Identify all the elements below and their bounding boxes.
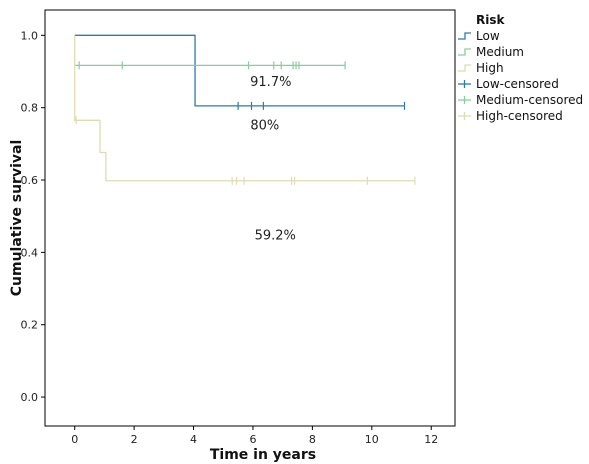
legend-label: Medium: [476, 45, 524, 59]
legend-label: High-censored: [476, 109, 563, 123]
x-tick-label: 4: [190, 433, 197, 446]
y-axis-title: Cumulative survival: [9, 140, 25, 297]
y-tick-label: 0.4: [21, 246, 39, 259]
legend-title: Risk: [476, 13, 505, 27]
percent-annotation: 80%: [250, 118, 279, 133]
y-tick-label: 0.8: [21, 102, 39, 115]
legend-label: Medium-censored: [476, 93, 583, 107]
legend-glyph-step: [458, 48, 471, 56]
plot-area: [44, 9, 456, 427]
x-tick-label: 0: [71, 433, 78, 446]
y-tick-label: 0.2: [21, 319, 39, 332]
percent-annotation: 91.7%: [250, 75, 291, 90]
x-tick-label: 6: [249, 433, 256, 446]
legend: Risk Low Medium High Low-censored Medium-cen…: [458, 13, 583, 123]
legend-glyph-step: [458, 32, 471, 40]
legend-glyph-step: [458, 64, 471, 72]
x-tick-label: 12: [424, 433, 438, 446]
legend-label: High: [476, 61, 504, 75]
legend-label: Low-censored: [476, 77, 559, 91]
y-axis: 0.0 0.2 0.4 0.6 0.8 1.0: [21, 29, 45, 404]
legend-label: Low: [476, 29, 500, 43]
x-axis: 0 2 4 6 8 10 12: [71, 426, 438, 446]
x-axis-title: Time in years: [210, 447, 316, 463]
y-tick-label: 0.0: [21, 391, 39, 404]
x-tick-label: 10: [365, 433, 379, 446]
annotation-layer: 91.7% 80% 59.2%: [250, 75, 296, 244]
x-tick-label: 8: [309, 433, 316, 446]
percent-annotation: 59.2%: [255, 229, 296, 244]
series-layer: [74, 34, 416, 185]
y-tick-label: 1.0: [21, 29, 39, 42]
y-tick-label: 0.6: [21, 174, 39, 187]
x-tick-label: 2: [131, 433, 138, 446]
survival-line-high: [74, 35, 415, 182]
survival-line-low: [74, 34, 405, 107]
